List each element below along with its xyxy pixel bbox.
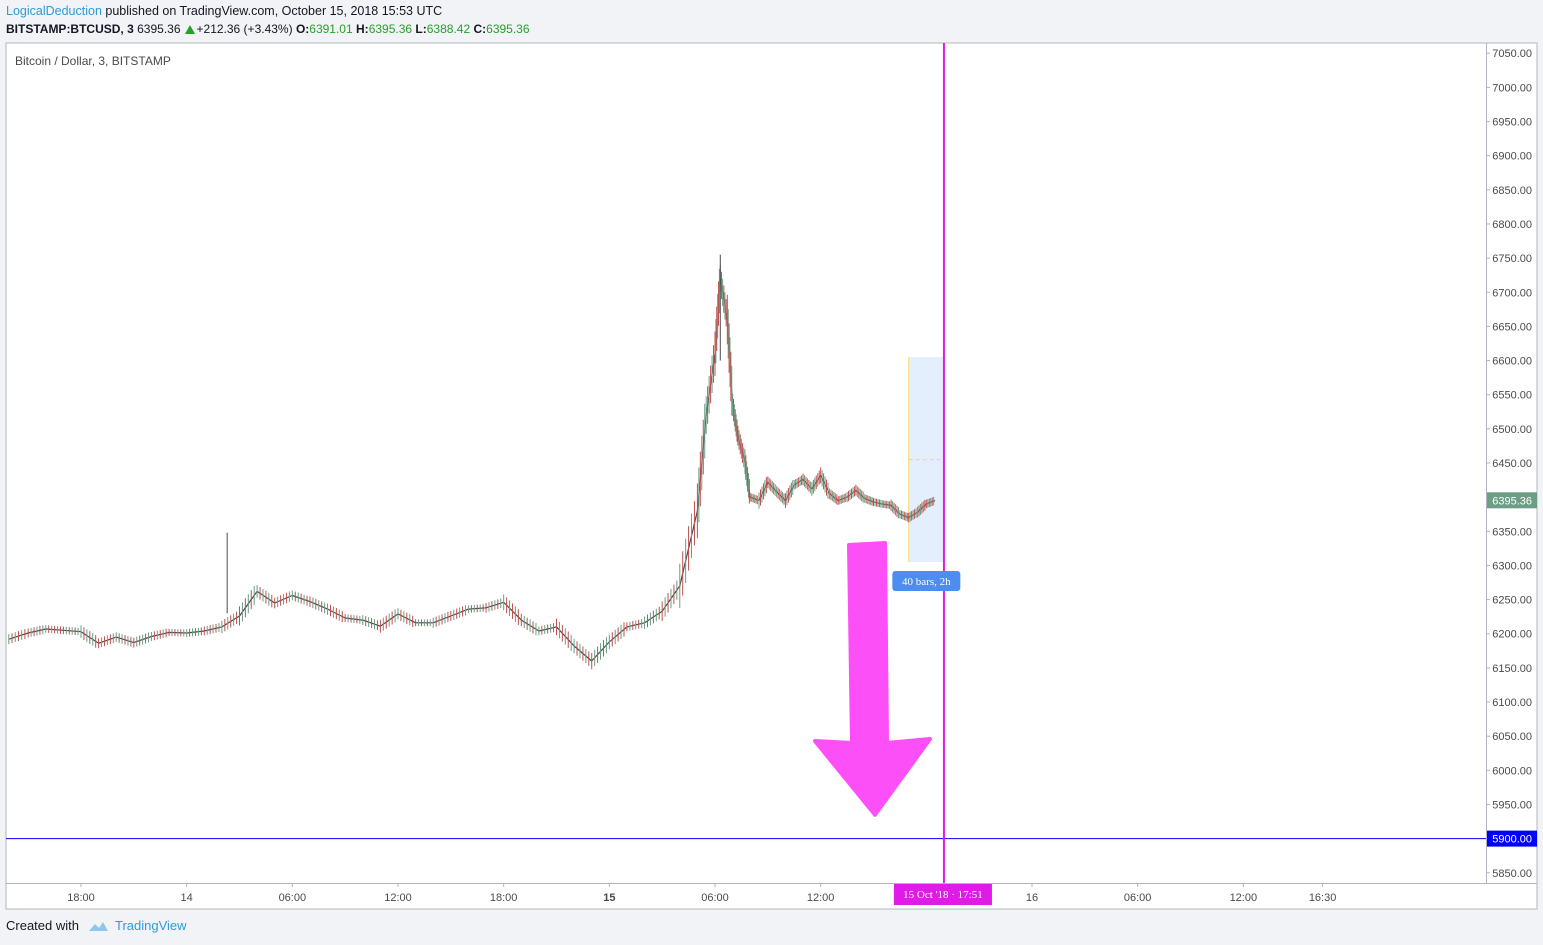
publish-line: LogicalDeduction published on TradingVie…: [6, 4, 442, 18]
open-value: 6391.01: [309, 22, 353, 36]
chart-header: LogicalDeduction published on TradingVie…: [0, 0, 1543, 42]
vertical-time-label: 15 Oct '18 · 17:51: [903, 889, 983, 901]
x-tick-label: 16: [1026, 892, 1038, 904]
chart-frame: [5, 42, 1538, 910]
created-with-text: Created with: [6, 918, 79, 933]
chart-title: Bitcoin / Dollar, 3, BITSTAMP: [15, 54, 171, 68]
x-tick-label: 15: [603, 892, 615, 904]
low-value: 6388.42: [426, 22, 471, 36]
y-tick-label: 6700.00: [1492, 287, 1532, 299]
y-tick-label: 7000.00: [1492, 82, 1532, 94]
y-tick-label: 6900.00: [1492, 151, 1532, 163]
last-price-text: 6395.36: [137, 22, 181, 36]
support-price-tag: [1487, 830, 1537, 847]
close-label: C:: [473, 22, 487, 36]
time-axis[interactable]: 18:00 14 06:00 12:00 18:00 15 06:00 12:00 16 06:0…: [67, 883, 1336, 904]
close-value: 6395.36: [486, 22, 530, 36]
last-price-label: 6395.36: [1492, 495, 1532, 507]
price-axis[interactable]: 7050.00 7000.00 6950.00 6900.00 6850.00 6800.…: [1486, 48, 1532, 880]
vertical-time-tag: [893, 884, 992, 905]
x-tick-label: 06:00: [701, 892, 729, 904]
x-tick-label: 18:00: [67, 892, 95, 904]
range-box-tag: [892, 571, 961, 592]
high-label: H:: [356, 22, 369, 36]
y-tick-label: 6150.00: [1492, 663, 1532, 675]
range-box-label: 40 bars, 2h: [902, 576, 951, 588]
y-tick-label: 6650.00: [1492, 321, 1532, 333]
change-text: +212.36 (+3.43%): [196, 22, 293, 36]
y-tick-label: 7050.00: [1492, 48, 1532, 60]
ohlc-line: BITSTAMP:BTCUSD, 3 6395.36 +212.36 (+3.43…: [6, 22, 530, 36]
published-text: published on TradingView.com, October 15…: [105, 4, 443, 18]
symbol-label: BITSTAMP:BTCUSD, 3: [6, 22, 134, 36]
x-tick-label: 14: [181, 892, 193, 904]
y-tick-label: 6200.00: [1492, 629, 1532, 641]
y-tick-label: 6800.00: [1492, 219, 1532, 231]
y-tick-label: 6500.00: [1492, 424, 1532, 436]
y-tick-label: 6600.00: [1492, 356, 1532, 368]
y-tick-label: 5950.00: [1492, 799, 1532, 811]
tradingview-cloud-icon: [88, 922, 108, 931]
arrow-up-icon: [184, 25, 195, 34]
y-tick-label: 6450.00: [1492, 458, 1532, 470]
price-series: [8, 254, 936, 670]
x-tick-label: 16:30: [1309, 892, 1337, 904]
footer: Created with TradingView: [6, 918, 187, 933]
x-tick-label: 12:00: [1230, 892, 1258, 904]
tradingview-link[interactable]: TradingView: [114, 918, 187, 933]
y-tick-label: 6350.00: [1492, 526, 1532, 538]
x-tick-label: 18:00: [490, 892, 518, 904]
y-tick-label: 6950.00: [1492, 117, 1532, 129]
y-tick-label: 6000.00: [1492, 765, 1532, 777]
y-tick-label: 6300.00: [1492, 560, 1532, 572]
y-tick-label: 6750.00: [1492, 253, 1532, 265]
down-arrow[interactable]: [813, 540, 932, 817]
x-tick-label: 06:00: [279, 892, 307, 904]
x-tick-label: 06:00: [1124, 892, 1152, 904]
author-link[interactable]: LogicalDeduction: [6, 4, 102, 18]
x-tick-label: 12:00: [384, 892, 412, 904]
last-price-tag: [1487, 492, 1537, 509]
x-tick-label: 12:00: [807, 892, 835, 904]
support-price-label: 5900.00: [1492, 834, 1532, 846]
y-tick-label: 6550.00: [1492, 390, 1532, 402]
y-tick-label: 6850.00: [1492, 185, 1532, 197]
y-tick-label: 5850.00: [1492, 868, 1532, 880]
open-label: O:: [295, 22, 310, 36]
low-label: L:: [415, 22, 427, 36]
y-tick-label: 6100.00: [1492, 697, 1532, 709]
high-value: 6395.36: [368, 22, 413, 36]
y-tick-label: 6250.00: [1492, 595, 1532, 607]
y-tick-label: 6050.00: [1492, 731, 1532, 743]
